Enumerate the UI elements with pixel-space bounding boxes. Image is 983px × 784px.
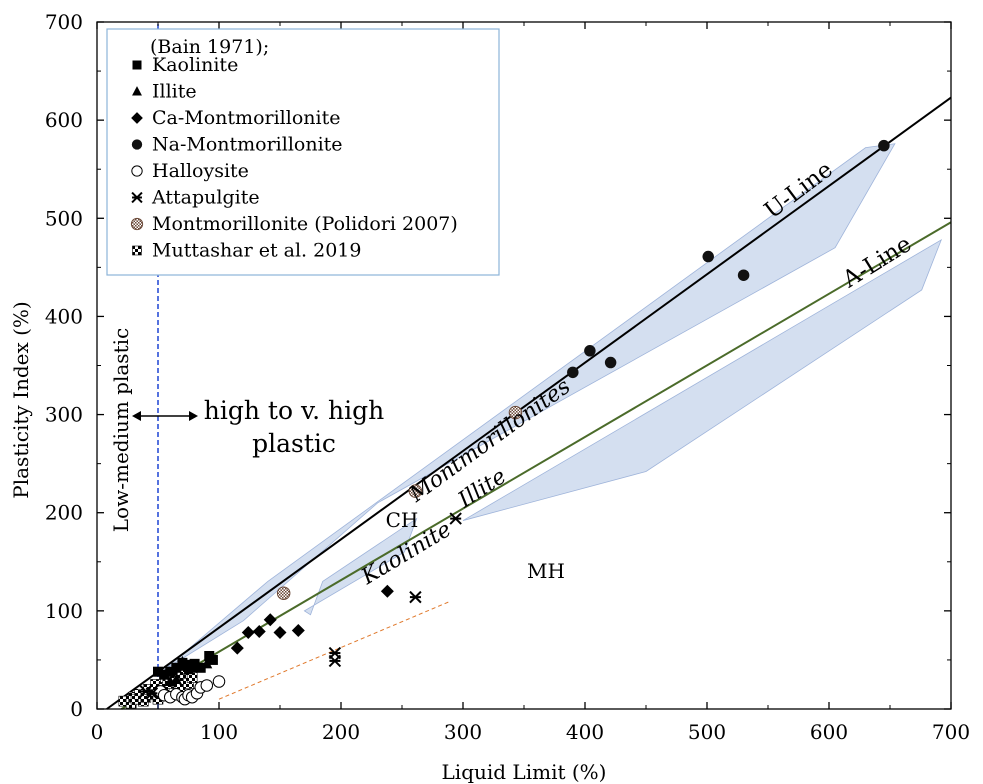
data-point [702, 250, 714, 263]
data-point [380, 584, 394, 598]
x-tick-label: 400 [566, 720, 604, 744]
data-point [878, 139, 890, 152]
data-point [165, 666, 176, 677]
x-tick-label: 0 [91, 720, 104, 744]
legend-label: Ca-Montmorillonite [152, 107, 340, 129]
data-point [408, 484, 423, 498]
data-point [409, 590, 422, 604]
trend-line [218, 600, 451, 700]
data-point [212, 675, 226, 688]
low-medium-plastic-label: Low-medium plastic [109, 328, 133, 532]
double-arrow-icon [132, 411, 198, 421]
data-point [230, 641, 244, 655]
high-plastic-label-line1: high to v. high [204, 396, 384, 425]
legend-label: Illite [152, 81, 197, 103]
data-point [171, 662, 182, 673]
data-point [159, 669, 170, 680]
high-plastic-label-line2: plastic [252, 429, 336, 458]
legend-label: Muttashar et al. 2019 [152, 240, 361, 262]
bands-layer [163, 143, 943, 671]
legend-box [106, 28, 500, 276]
band-kaolinite [303, 517, 418, 616]
data-point [153, 666, 163, 677]
x-tick-label: 700 [932, 720, 970, 744]
data-point [604, 356, 617, 369]
data-point [145, 687, 159, 700]
data-point [241, 625, 255, 639]
data-point [737, 269, 750, 281]
data-point [189, 661, 201, 673]
data-point [207, 654, 218, 665]
y-tick-label: 700 [45, 10, 83, 34]
data-point [508, 405, 523, 420]
data-point [273, 625, 287, 639]
data-point [584, 345, 596, 357]
data-point [276, 586, 291, 600]
legend-label: Kaolinite [152, 54, 238, 76]
x-tick-label: 100 [200, 720, 238, 744]
legend-marker [132, 86, 142, 96]
y-tick-label: 300 [45, 403, 83, 427]
data-point [328, 654, 342, 668]
legend-marker [131, 191, 143, 204]
axes-layer: 0 100 200 300 400 500 600 700 0 100 200 300 400 500 60… [45, 10, 970, 744]
legend-label: Halloysite [152, 160, 249, 182]
ch-region-label: CH [386, 508, 419, 532]
data-point [176, 655, 188, 667]
data-point [201, 657, 213, 669]
legend-label: Na-Montmorillonite [152, 134, 343, 156]
data-point [170, 673, 182, 685]
y-tick-label: 600 [45, 108, 83, 132]
band-illite [462, 238, 943, 521]
y-tick-label: 0 [70, 697, 83, 721]
data-point [200, 679, 214, 692]
y-axis-title: Plasticity Index (%) [9, 301, 33, 498]
data-point [263, 613, 277, 627]
x-tick-label: 200 [322, 720, 360, 744]
legend-label: Attapulgite [151, 187, 260, 209]
mh-region-label: MH [527, 559, 565, 583]
legend-marker [130, 217, 144, 231]
legend-label: Montmorillonite (Polidori 2007) [152, 213, 458, 235]
x-tick-label: 500 [688, 720, 726, 744]
legend-marker [131, 165, 143, 177]
x-tick-label: 600 [810, 720, 848, 744]
y-tick-label: 400 [45, 304, 83, 328]
u-line [106, 96, 952, 710]
band-montmorillonites [163, 143, 896, 671]
legend-marker [132, 60, 142, 70]
x-axis-title: Liquid Limit (%) [442, 760, 607, 784]
data-point [567, 366, 579, 379]
y-tick-label: 200 [45, 501, 83, 525]
data-point [449, 512, 462, 525]
legend-marker [131, 139, 143, 150]
data-point [195, 662, 206, 673]
data-point [291, 623, 305, 637]
data-point [252, 624, 266, 638]
legend-marker [132, 245, 142, 256]
legend-marker [131, 112, 143, 124]
y-tick-label: 500 [45, 206, 83, 230]
points-layer [118, 139, 890, 709]
legend: (Bain 1971); Kaolinite Illite Ca-Montmoril… [106, 28, 500, 276]
legend-title: (Bain 1971); [150, 36, 269, 58]
y-tick-label: 100 [45, 599, 83, 623]
x-tick-label: 300 [444, 720, 482, 744]
